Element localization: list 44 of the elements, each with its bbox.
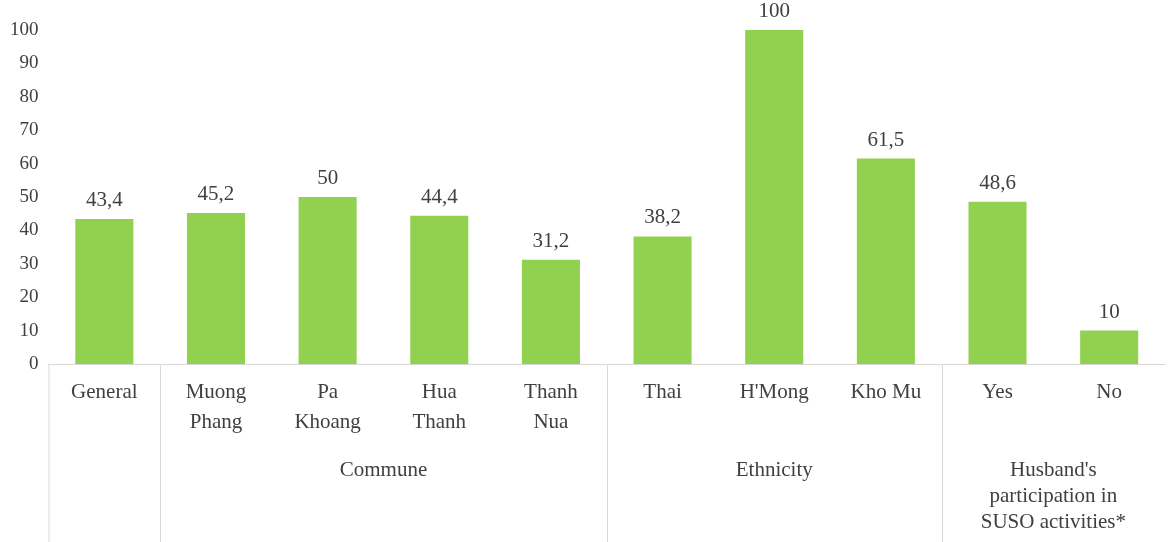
y-tick-label: 50 <box>19 184 39 206</box>
data-label: 100 <box>758 0 790 23</box>
y-tick-label: 100 <box>10 17 39 39</box>
bar <box>856 158 915 364</box>
data-label: 43,4 <box>85 187 124 212</box>
y-tick-label: 40 <box>19 218 39 240</box>
text: Commune <box>339 457 428 482</box>
x-tick-label: Muong Phang <box>185 379 247 434</box>
bar <box>633 236 692 364</box>
text: Husband's participation in SUSO activities* <box>980 457 1126 534</box>
x-tick-label: Yes <box>982 379 1013 404</box>
data-label: 45,2 <box>197 181 235 206</box>
bar <box>1080 330 1139 364</box>
y-tick-label: 90 <box>19 51 39 73</box>
x-tick-label: Thai <box>643 379 682 404</box>
x-tick-label: Hua Thanh <box>412 379 467 434</box>
data-label: 48,6 <box>979 169 1016 194</box>
bar <box>745 30 804 364</box>
data-label: 61,5 <box>867 126 905 151</box>
y-tick-label: 20 <box>19 285 39 307</box>
y-tick-label: 30 <box>19 251 39 273</box>
data-label: 31,2 <box>532 227 570 252</box>
x-tick-label: General <box>71 379 138 404</box>
data-label: 44,4 <box>420 183 459 208</box>
y-tick-label: 80 <box>19 84 39 106</box>
x-tick-label: H'Mong <box>739 379 810 404</box>
y-tick-label: 10 <box>19 318 39 340</box>
y-tick-label: 70 <box>19 118 39 140</box>
bar <box>968 201 1027 364</box>
bar <box>521 259 580 364</box>
bar <box>186 213 245 364</box>
bar <box>75 219 134 364</box>
data-label: 50 <box>317 165 339 190</box>
data-label: 38,2 <box>644 204 681 229</box>
text: Ethnicity <box>735 457 814 482</box>
x-tick-label: Kho Mu <box>850 379 922 404</box>
x-tick-label: Pa Khoang <box>294 379 362 434</box>
y-tick-label: 0 <box>29 351 39 373</box>
bar <box>298 197 357 364</box>
data-label: 10 <box>1098 298 1120 323</box>
x-tick-label: No <box>1096 379 1123 404</box>
x-tick-label: Thanh Nua <box>524 379 579 434</box>
y-tick-label: 60 <box>19 151 39 173</box>
bar <box>410 215 469 364</box>
